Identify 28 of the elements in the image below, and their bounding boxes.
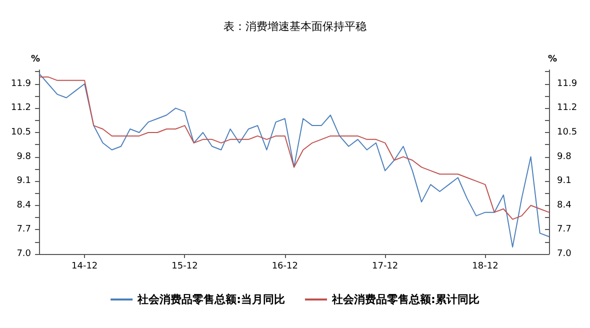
y-tick-label: 9.1 <box>16 176 32 186</box>
y-tick-label: 11.2 <box>10 103 32 114</box>
y-tick-label: 9.8 <box>16 152 32 162</box>
legend-label: 社会消费品零售总额:累计同比 <box>331 293 480 306</box>
y2-tick-label: 7.7 <box>557 224 572 235</box>
y2-tick-label: 11.9 <box>557 78 578 89</box>
y2-tick-label: 9.1 <box>557 176 572 186</box>
y-tick-label: 11.9 <box>10 78 32 89</box>
y-tick-label: 10.5 <box>10 127 32 138</box>
y2-axis-title: % <box>548 54 557 64</box>
y-tick-label: 7.0 <box>16 249 32 259</box>
y-tick-label: 7.7 <box>16 224 32 235</box>
x-tick-label: 17-12 <box>372 262 398 272</box>
y2-tick-label: 9.8 <box>557 152 572 162</box>
legend-label: 社会消费品零售总额:当月同比 <box>136 293 286 306</box>
x-tick-label: 18-12 <box>472 262 498 272</box>
chart-title: 表：消费增速基本面保持平稳 <box>224 20 366 33</box>
y2-tick-label: 8.4 <box>557 200 572 210</box>
x-tick-label: 16-12 <box>272 262 298 272</box>
y2-tick-label: 11.2 <box>557 103 578 114</box>
line-series <box>38 76 550 220</box>
y-tick-label: 8.4 <box>16 200 32 210</box>
line-series <box>38 72 550 248</box>
y-axis-title: % <box>31 54 40 64</box>
x-tick-label: 15-12 <box>172 262 198 272</box>
x-tick-label: 14-12 <box>71 262 98 272</box>
y2-tick-label: 7.0 <box>557 249 572 259</box>
y2-tick-label: 10.5 <box>557 127 578 138</box>
